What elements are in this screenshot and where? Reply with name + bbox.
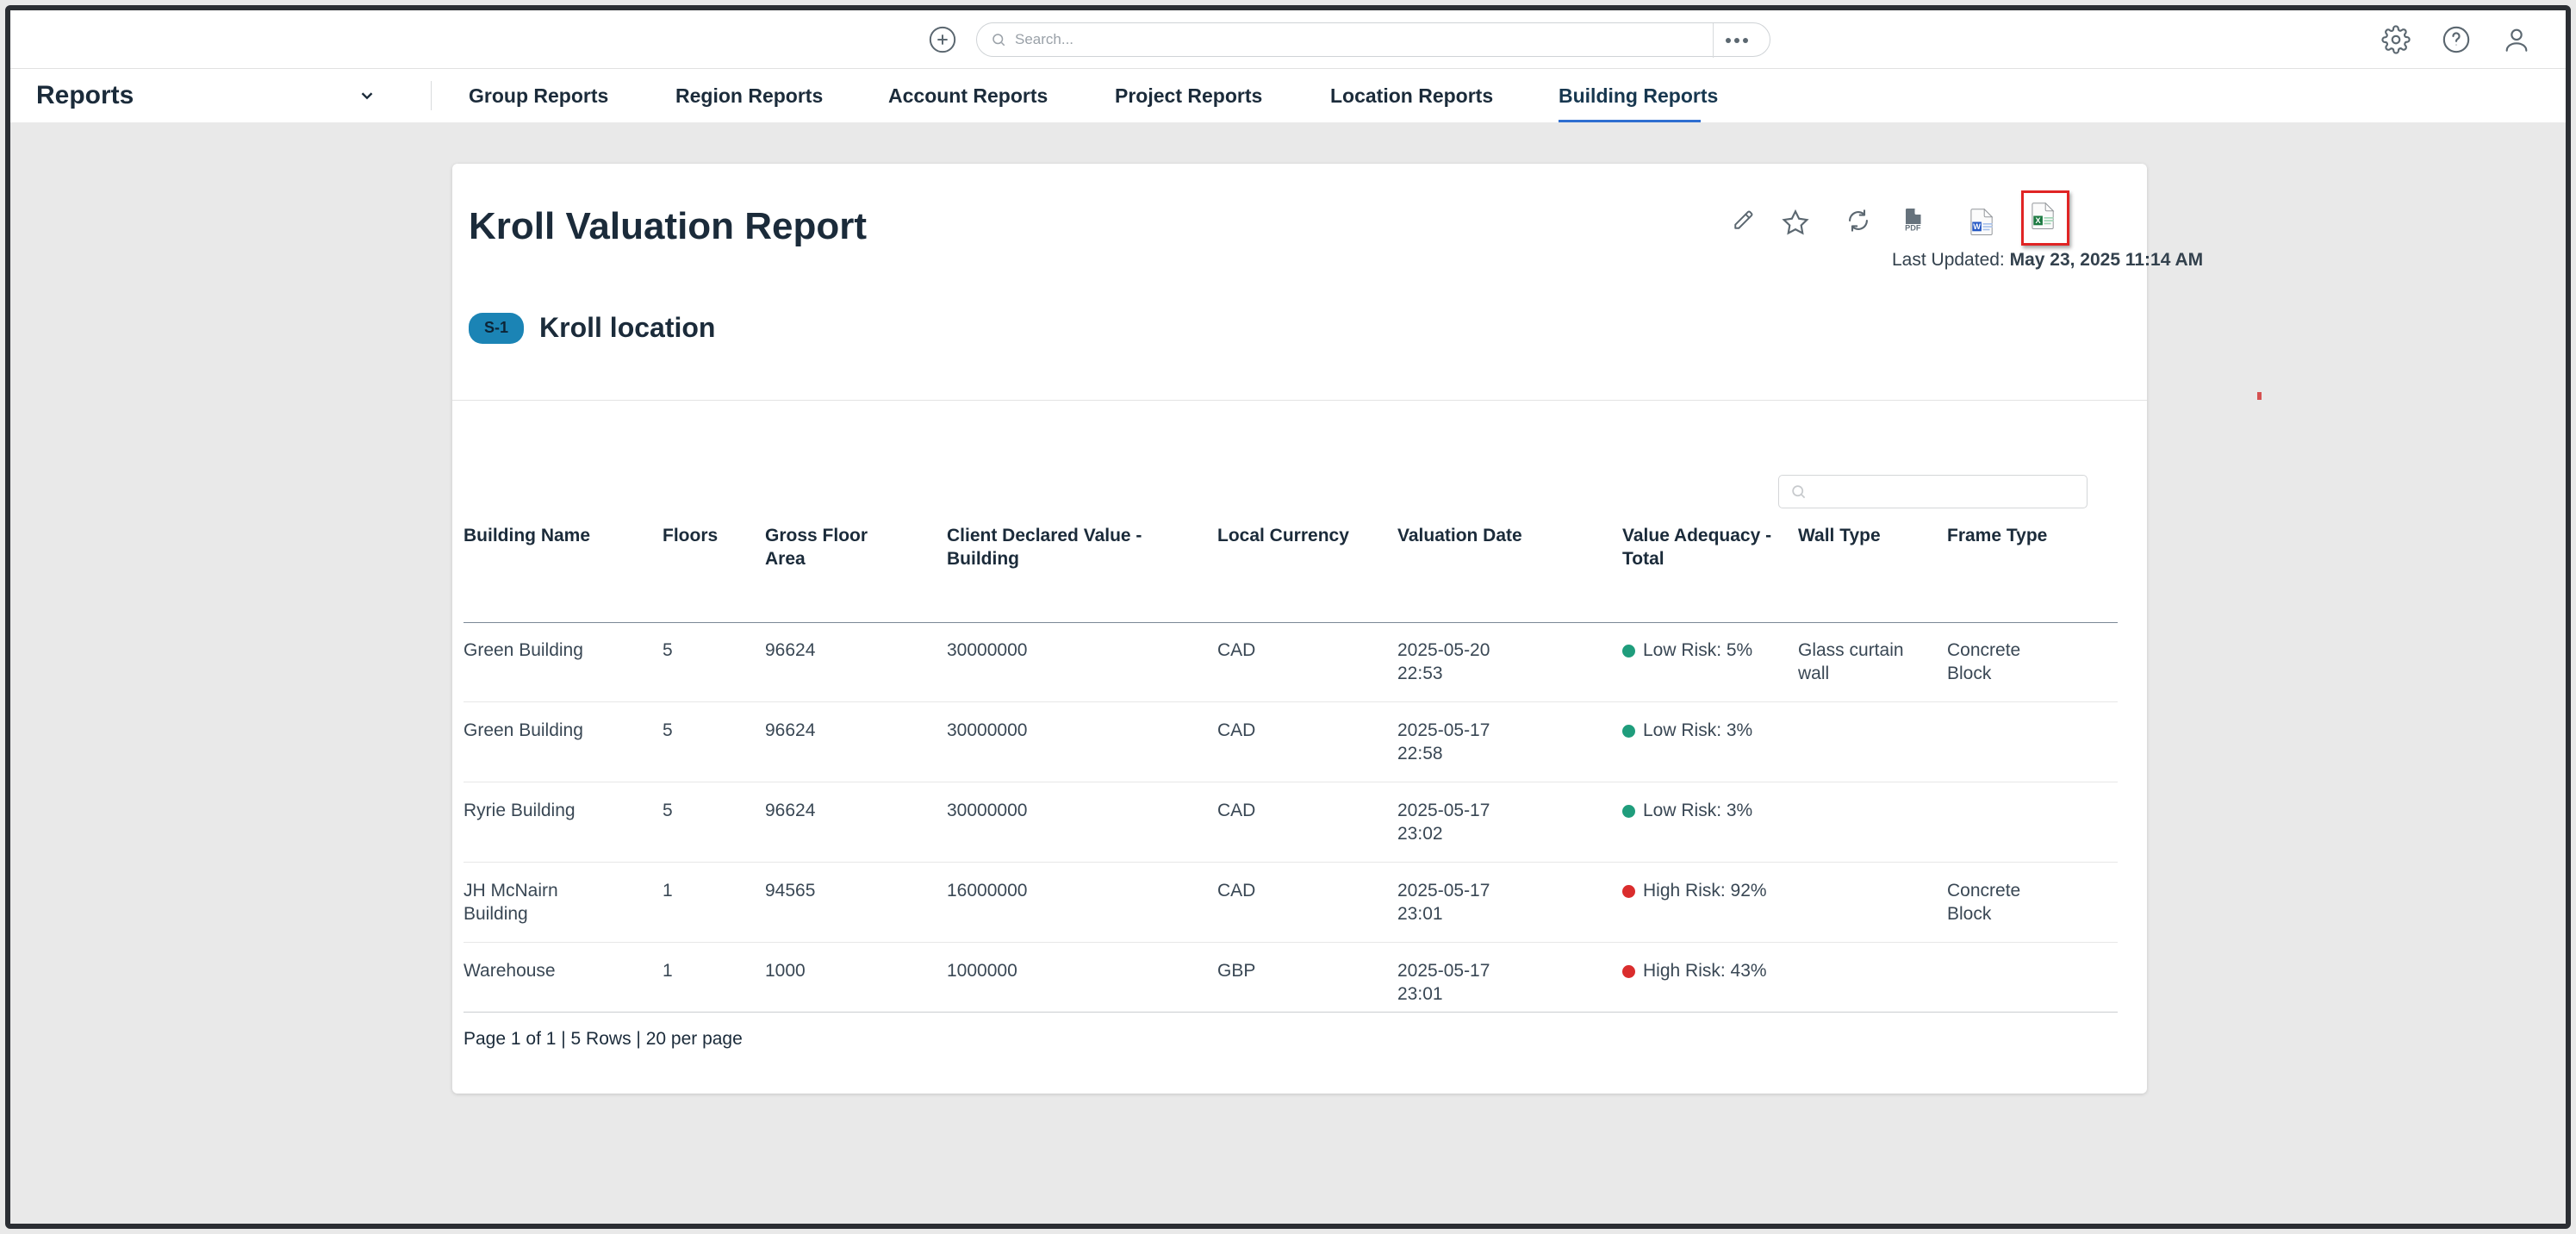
svg-text:PDF: PDF xyxy=(1905,224,1921,233)
svg-text:X: X xyxy=(2036,216,2042,225)
svg-text:W: W xyxy=(1973,222,1981,231)
